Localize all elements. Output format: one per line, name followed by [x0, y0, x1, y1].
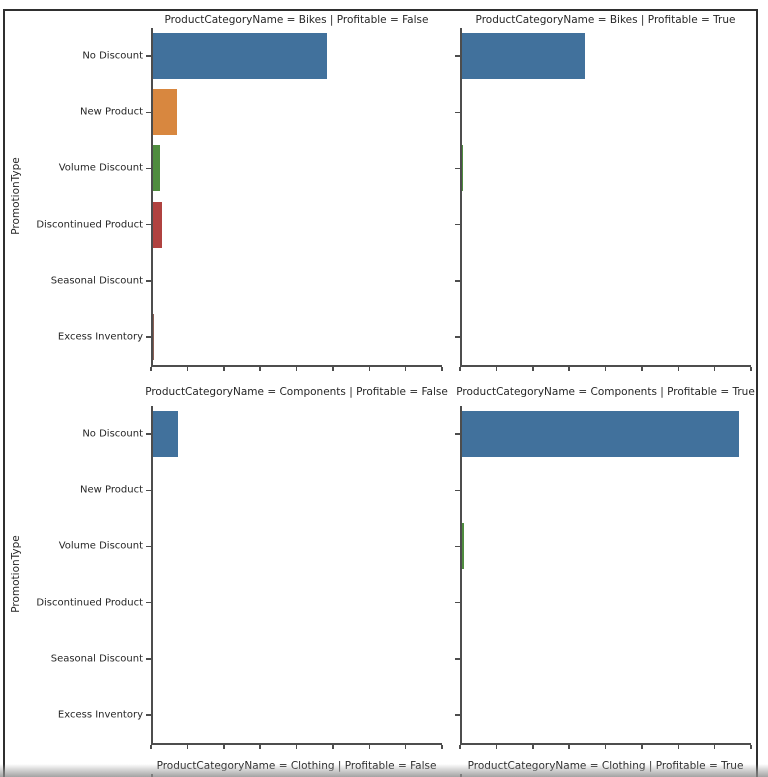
facet-title: ProductCategoryName = Bikes | Profitable…	[475, 14, 736, 26]
bar-excess-inventory	[152, 313, 154, 360]
x-axis-tick	[604, 366, 607, 371]
bar-no-discount	[461, 33, 586, 80]
y-axis-tick	[146, 714, 151, 716]
y-axis-tick	[146, 280, 151, 282]
y-axis-tick	[146, 433, 151, 435]
y-axis-tick	[146, 658, 151, 660]
y-axis-tick	[455, 55, 460, 57]
x-axis-tick	[677, 366, 679, 371]
x-axis-tick	[186, 744, 189, 749]
y-axis-tick	[146, 601, 151, 604]
y-axis-spine	[151, 406, 153, 745]
x-axis-tick	[495, 744, 498, 749]
x-axis-tick	[641, 744, 643, 749]
y-axis-tick	[146, 167, 151, 170]
x-axis-tick	[441, 744, 443, 749]
x-axis-tick	[186, 366, 189, 371]
x-axis-tick	[459, 744, 461, 749]
bar-discontinued-product	[152, 201, 163, 248]
ytick-label: Discontinued Product	[36, 219, 143, 231]
y-axis-tick	[455, 111, 460, 113]
x-axis-tick	[495, 366, 498, 371]
y-axis-tick	[455, 280, 460, 282]
x-axis-tick	[404, 744, 407, 749]
x-axis-tick	[404, 366, 407, 371]
ytick-label: Excess Inventory	[57, 331, 143, 343]
x-axis-tick	[150, 366, 152, 371]
y-axis-tick	[455, 601, 460, 604]
y-axis-tick	[455, 714, 460, 716]
x-axis-tick	[568, 366, 570, 371]
x-axis-tick	[750, 744, 752, 749]
bar-no-discount	[152, 33, 328, 80]
y-axis-tick	[455, 223, 460, 226]
y-axis-label-row2: PromotionType	[10, 535, 22, 613]
facet-title: ProductCategoryName = Clothing | Profita…	[156, 760, 437, 772]
y-axis-tick	[455, 489, 460, 491]
ytick-label: Excess Inventory	[57, 709, 143, 721]
y-axis-label-row1: PromotionType	[10, 157, 22, 235]
x-axis-tick	[641, 366, 643, 371]
ytick-label: Seasonal Discount	[50, 653, 143, 665]
y-axis-tick	[455, 658, 460, 660]
x-axis-tick	[150, 744, 152, 749]
x-axis-tick	[332, 744, 334, 749]
ytick-label: New Product	[80, 106, 143, 118]
x-axis-tick	[259, 366, 261, 371]
y-axis-tick	[455, 167, 460, 170]
x-axis-tick	[750, 366, 752, 371]
bar-volume-discount	[461, 523, 465, 570]
y-axis-tick	[146, 336, 151, 338]
x-axis-tick	[332, 366, 334, 371]
x-axis-spine	[151, 743, 442, 745]
ytick-label: Discontinued Product	[36, 597, 143, 609]
x-axis-tick	[604, 744, 607, 749]
bar-no-discount	[461, 411, 740, 458]
x-axis-tick	[223, 744, 225, 749]
x-axis-tick	[441, 366, 443, 371]
ytick-label: Volume Discount	[58, 540, 143, 552]
x-axis-tick	[677, 744, 679, 749]
y-axis-spine	[151, 28, 153, 367]
facet-title: ProductCategoryName = Components | Profi…	[456, 386, 755, 398]
ytick-label: New Product	[80, 484, 143, 496]
y-axis-tick	[146, 223, 151, 226]
y-axis-tick	[146, 111, 151, 113]
y-axis-spine	[460, 406, 462, 745]
ytick-label: Volume Discount	[58, 162, 143, 174]
y-axis-tick	[455, 433, 460, 435]
facet-title: ProductCategoryName = Components | Profi…	[145, 386, 448, 398]
x-axis-tick	[368, 366, 370, 371]
x-axis-spine	[151, 365, 442, 367]
x-axis-tick	[568, 744, 570, 749]
x-axis-tick	[223, 366, 225, 371]
y-axis-tick	[455, 545, 460, 548]
bar-no-discount	[152, 411, 179, 458]
y-axis-tick	[146, 55, 151, 57]
ytick-label: No Discount	[82, 50, 143, 62]
x-axis-tick	[295, 366, 298, 371]
x-axis-tick	[368, 744, 370, 749]
facet-title: ProductCategoryName = Bikes | Profitable…	[164, 14, 429, 26]
y-axis-tick	[455, 336, 460, 338]
x-axis-tick	[713, 744, 716, 749]
y-axis-spine	[460, 28, 462, 367]
bar-volume-discount	[152, 145, 161, 192]
bar-volume-discount	[461, 145, 463, 192]
x-axis-tick	[713, 366, 716, 371]
y-axis-tick	[146, 489, 151, 491]
ytick-label: Seasonal Discount	[50, 275, 143, 287]
facet-title: ProductCategoryName = Clothing | Profita…	[467, 760, 744, 772]
bar-new-product	[152, 89, 177, 136]
ytick-label: No Discount	[82, 428, 143, 440]
x-axis-tick	[295, 744, 298, 749]
x-axis-tick	[532, 744, 534, 749]
y-axis-tick	[146, 545, 151, 548]
x-axis-spine	[460, 743, 751, 745]
x-axis-tick	[459, 366, 461, 371]
x-axis-tick	[532, 366, 534, 371]
x-axis-spine	[460, 365, 751, 367]
x-axis-tick	[259, 744, 261, 749]
